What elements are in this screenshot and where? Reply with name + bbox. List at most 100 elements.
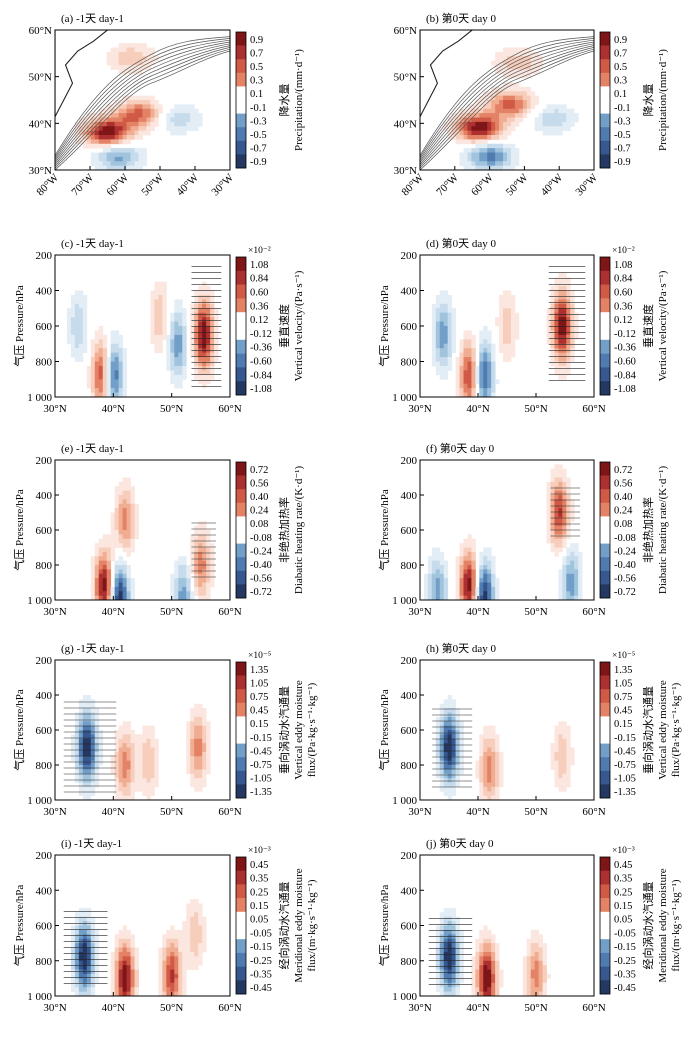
field-cell (487, 929, 492, 935)
colorbar-tick-label: -0.3 (614, 116, 631, 127)
field-cell (150, 330, 155, 336)
field-cell (495, 143, 500, 149)
field-cell (210, 290, 215, 296)
field-cell (198, 357, 203, 362)
field-cell (562, 530, 567, 535)
field-cell (526, 100, 532, 105)
field-cell (190, 560, 195, 566)
field-cell (110, 973, 116, 979)
field-cell (206, 760, 211, 766)
field-cell (202, 357, 207, 362)
field-cell (78, 773, 84, 779)
field-cell (194, 951, 199, 957)
field-cell (471, 582, 476, 588)
field-cell (558, 464, 563, 470)
field-cell (483, 565, 488, 570)
field-cell (550, 130, 555, 136)
field-cell (578, 591, 583, 597)
field-cell (499, 303, 504, 309)
field-cell (455, 769, 460, 775)
field-cell (471, 573, 476, 579)
y-tick-label: 400 (36, 490, 53, 502)
field-cell (447, 947, 453, 953)
field-cell (451, 956, 456, 962)
field-cell (170, 117, 175, 123)
field-cell (122, 352, 127, 358)
colorbar-segment (600, 100, 610, 114)
field-cell (447, 695, 453, 700)
field-cell (499, 91, 504, 97)
field-cell (558, 290, 563, 296)
field-cell (166, 339, 171, 345)
field-cell (182, 121, 187, 127)
field-cell (110, 152, 116, 158)
field-cell (439, 921, 445, 926)
field-cell (126, 525, 131, 531)
plot-frame (419, 29, 595, 171)
field-cell (170, 956, 175, 962)
field-cell (447, 991, 453, 996)
field-cell (554, 277, 559, 283)
field-cell (122, 751, 127, 757)
field-cell (90, 343, 96, 349)
field-cell (130, 95, 135, 101)
field-cell (170, 934, 175, 940)
field-cell (142, 730, 147, 735)
field-cell (566, 294, 571, 300)
field-cell (570, 582, 575, 588)
field-cell (542, 973, 547, 979)
field-cell (526, 95, 532, 101)
field-cell (82, 121, 88, 127)
field-cell (74, 965, 80, 970)
field-cell (471, 156, 476, 162)
field-cell (114, 56, 120, 62)
field-cell (522, 95, 528, 101)
field-cell (447, 703, 453, 709)
field-cell (158, 312, 163, 318)
field-cell (451, 334, 456, 340)
field-cell (471, 165, 476, 170)
field-cell (491, 156, 496, 162)
field-cell (483, 786, 488, 792)
colorbar-tick-label: 0.45 (614, 860, 632, 871)
field-cell (483, 126, 488, 132)
field-cell (82, 782, 88, 788)
field-cell (126, 113, 131, 118)
field-cell (126, 530, 131, 535)
field-cell (554, 343, 559, 349)
field-cell (443, 578, 449, 583)
field-cell (455, 383, 460, 389)
colorbar-segment (236, 557, 246, 572)
field-cell (206, 543, 211, 548)
field-cell (562, 495, 567, 500)
field-cell (178, 565, 183, 570)
field-cell (550, 330, 555, 336)
field-cell (443, 756, 449, 762)
field-cell (499, 982, 504, 988)
field-cell (198, 565, 203, 570)
field-cell (475, 773, 480, 779)
field-cell (198, 339, 203, 345)
field-cell (491, 357, 496, 362)
field-cell (158, 991, 163, 996)
field-cell (514, 317, 520, 322)
field-cell (74, 987, 80, 992)
colorbar-tick-label: 0.35 (614, 874, 632, 885)
field-cell (114, 339, 120, 345)
field-cell (471, 130, 476, 136)
field-cell (154, 117, 159, 123)
field-cell (130, 769, 135, 775)
field-cell (102, 578, 108, 583)
colorbar-frame (235, 461, 247, 599)
field-cell (198, 352, 203, 358)
field-cell (566, 490, 571, 496)
field-cell (439, 925, 445, 931)
field-cell (190, 591, 195, 597)
field-cell (186, 578, 191, 583)
field-cell (550, 352, 555, 358)
field-cell (562, 765, 567, 770)
field-cell (78, 299, 84, 305)
field-cell (558, 326, 563, 331)
field-cell (459, 383, 464, 389)
field-cell (194, 921, 199, 926)
